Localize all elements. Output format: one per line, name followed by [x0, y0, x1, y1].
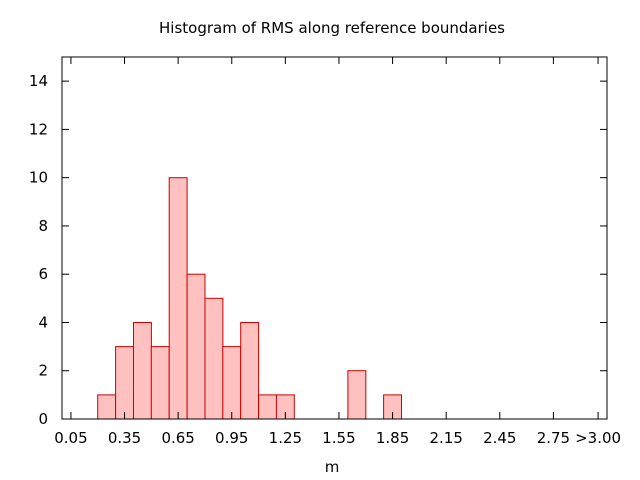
histogram-bar	[168, 177, 188, 420]
y-axis: 0 2 4 6 8 10 12 14	[29, 72, 607, 428]
x-axis: 0.05 0.35 0.65 0.95 1.25 1.55 1.85 2.15 2.45 2.75…	[54, 57, 621, 447]
histogram-bar	[204, 297, 224, 420]
x-tick-label: 1.25	[269, 429, 302, 447]
x-tick-label: 1.55	[322, 429, 355, 447]
x-axis-label: m	[325, 458, 340, 476]
x-tick-label: 2.45	[483, 429, 516, 447]
y-tick-label: 2	[38, 362, 48, 380]
x-tick-label: 2.15	[429, 429, 462, 447]
y-tick-label: 8	[38, 217, 48, 235]
histogram-bar	[133, 322, 152, 420]
histogram-bar	[115, 346, 134, 420]
x-tick-label: 0.95	[215, 429, 248, 447]
x-tick-label: 0.05	[54, 429, 87, 447]
histogram-bar	[258, 394, 278, 420]
y-tick-label: 12	[29, 120, 48, 138]
y-tick-label: 0	[38, 410, 48, 428]
histogram-bar	[240, 322, 260, 420]
histogram-bar	[186, 273, 206, 420]
histogram-bar	[222, 346, 242, 420]
y-tick-label: 6	[38, 265, 48, 283]
y-tick-label: 14	[29, 72, 48, 90]
plot-frame	[61, 56, 608, 420]
x-tick-label: 2.75	[537, 429, 570, 447]
histogram-bar	[150, 346, 170, 420]
x-tick-label: 0.65	[161, 429, 194, 447]
bars-group	[97, 177, 403, 420]
chart-title: Histogram of RMS along reference boundar…	[159, 19, 505, 37]
x-tick-label: 1.85	[376, 429, 409, 447]
x-tick-label: 0.35	[108, 429, 141, 447]
histogram-bar	[347, 370, 367, 420]
y-tick-label: 10	[29, 169, 48, 187]
x-tick-label: >3.00	[575, 429, 621, 447]
histogram-bar	[97, 394, 117, 420]
y-tick-label: 4	[38, 313, 48, 331]
